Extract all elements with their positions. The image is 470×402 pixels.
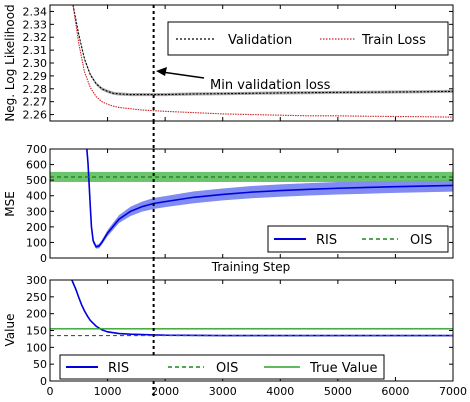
y-tick-label: 250 <box>26 291 47 304</box>
value-legend: RIS OIS True Value <box>59 354 385 380</box>
panel-nll: 2.262.272.282.292.302.312.322.332.34 Neg… <box>3 4 454 122</box>
mse-lines <box>50 148 454 258</box>
annotation-arrow-line <box>161 71 205 79</box>
nll-y-ticks: 2.262.272.282.292.302.312.322.332.34 <box>23 5 454 122</box>
y-tick-label: 2.33 <box>23 18 48 31</box>
y-tick-label: 400 <box>26 190 47 203</box>
mse-y-ticks: 0 100 200 300 400 500 600 700 <box>26 143 454 265</box>
y-tick-label: 2.30 <box>23 57 48 70</box>
x-tick-label: 4000 <box>266 385 294 398</box>
y-tick-label: 50 <box>33 358 47 371</box>
x-tick-label: 1000 <box>94 385 122 398</box>
y-tick-label: 2.26 <box>23 109 48 122</box>
y-tick-label: 2.28 <box>23 83 48 96</box>
mse-x-label: Training Step <box>211 260 291 274</box>
y-tick-label: 300 <box>26 274 47 287</box>
mse-plot-frame <box>49 148 454 259</box>
value-y-ticks: 0 50 100 150 200 250 300 <box>26 274 453 388</box>
y-tick-label: 700 <box>26 143 47 156</box>
panel-value: 0 50 100 150 200 250 300 0 1000 2000 3000 4000 5000… <box>3 274 467 398</box>
series-line-validation <box>72 4 454 96</box>
mse-legend-ris: RIS <box>316 233 337 248</box>
value-x-ticks: 0 1000 2000 3000 4000 5000 6000 7000 <box>47 280 467 398</box>
nll-legend-train: Train Loss <box>361 33 426 48</box>
x-tick-label: 0 <box>47 385 54 398</box>
y-tick-label: 200 <box>26 221 47 234</box>
annotation-arrow-head <box>156 67 167 76</box>
ois-band <box>50 171 453 183</box>
y-tick-label: 600 <box>26 159 47 172</box>
y-tick-label: 2.29 <box>23 70 48 83</box>
series-line-train-loss <box>72 4 454 118</box>
value-legend-true: True Value <box>309 361 377 376</box>
ris-band <box>86 149 454 249</box>
x-tick-label: 7000 <box>439 385 467 398</box>
y-tick-label: 2.32 <box>23 31 48 44</box>
series-line-ris <box>71 279 453 337</box>
value-y-label: Value <box>3 314 17 347</box>
y-tick-label: 300 <box>26 205 47 218</box>
value-legend-box <box>59 354 385 380</box>
y-tick-label: 2.31 <box>23 44 48 57</box>
value-legend-ois: OIS <box>216 361 238 376</box>
x-tick-label: 6000 <box>381 385 409 398</box>
mse-bands <box>50 149 454 249</box>
annotation-text: Min validation loss <box>210 78 331 93</box>
x-tick-label: 5000 <box>324 385 352 398</box>
y-tick-label: 2.27 <box>23 96 48 109</box>
y-tick-label: 200 <box>26 308 47 321</box>
mse-y-label: MSE <box>3 191 17 217</box>
mse-legend-ois: OIS <box>410 233 432 248</box>
y-tick-label: 100 <box>26 236 47 249</box>
x-tick-label: 2000 <box>151 385 179 398</box>
y-tick-label: 0 <box>40 252 47 265</box>
nll-legend-validation: Validation <box>228 33 292 48</box>
y-tick-label: 150 <box>26 325 47 338</box>
x-tick-label: 3000 <box>209 385 237 398</box>
min-val-annotation: Min validation loss <box>156 67 331 93</box>
value-legend-ris: RIS <box>108 361 129 376</box>
y-tick-label: 2.34 <box>23 5 48 18</box>
mse-legend: RIS OIS <box>267 225 449 253</box>
nll-lines <box>72 4 454 121</box>
nll-legend: Validation Train Loss <box>167 21 449 56</box>
nll-y-label: Neg. Log Likelihood <box>3 4 17 121</box>
y-tick-label: 500 <box>26 174 47 187</box>
nll-legend-box <box>167 21 449 56</box>
y-tick-label: 100 <box>26 341 47 354</box>
y-tick-label: 0 <box>40 375 47 388</box>
series-line-ris <box>86 148 454 248</box>
panel-mse: 0 100 200 300 400 500 600 700 MSE RIS OIS Train… <box>3 143 454 274</box>
